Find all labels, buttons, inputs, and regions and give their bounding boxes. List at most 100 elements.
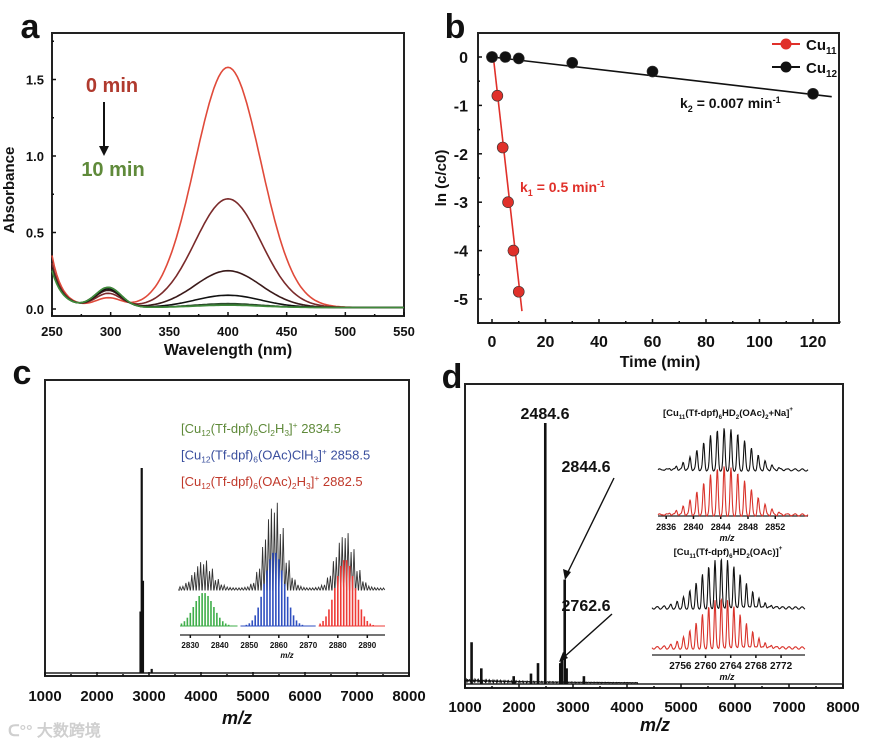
simulated-isotope-peak — [257, 607, 259, 626]
label-part: [Cu — [181, 474, 201, 489]
label-part: 2834.5 — [298, 421, 341, 436]
label-part: (Tf-dpf) — [696, 547, 729, 558]
inset-simulated-spectrum — [657, 466, 809, 517]
panel-letter-b: b — [445, 8, 466, 46]
simulated-isotope-peak — [198, 595, 200, 626]
simulated-isotope-peak — [204, 593, 206, 626]
label-part: + — [789, 406, 793, 413]
ms-peak — [558, 663, 562, 684]
simulated-isotope-peak — [245, 624, 248, 626]
label-part: 2882.5 — [319, 474, 362, 489]
label-part: (Tf-dpf) — [685, 408, 718, 419]
label-part: HD — [733, 547, 747, 558]
simulated-isotope-peak — [328, 609, 330, 626]
ms-peak — [480, 668, 483, 684]
inset-experimental-spectrum — [651, 557, 806, 610]
data-point-Cu12 — [566, 57, 579, 69]
simulated-isotope-peak — [292, 615, 295, 626]
rate-part: 1 — [528, 188, 533, 198]
peak-label-2484: 2484.6 — [521, 406, 570, 423]
inset-x-tick-label: 2760 — [694, 661, 717, 672]
simulated-isotope-peak — [219, 617, 221, 626]
label-part: 2 — [736, 414, 740, 421]
label-part: 2 — [746, 553, 750, 560]
x-tick-label: 7000 — [340, 688, 373, 705]
label-part: 2 — [765, 414, 769, 421]
simulated-isotope-peak — [201, 593, 203, 626]
label-part: 2 — [292, 481, 297, 491]
inset-x-tick-label: 2840 — [683, 522, 703, 532]
y-tick-label: -2 — [454, 147, 468, 164]
panel-letter-d: d — [442, 358, 463, 396]
simulated-isotope-peak — [278, 559, 280, 626]
ms-peak — [563, 579, 567, 684]
simulated-isotope-peak — [357, 599, 360, 626]
label-part: 3 — [314, 455, 319, 465]
inset-x-tick-label: 2764 — [720, 661, 743, 672]
label-part: 12 — [201, 428, 211, 438]
data-point-Cu12 — [486, 51, 498, 63]
rate-part: -1 — [773, 95, 781, 105]
simulated-isotope-peak — [207, 595, 209, 626]
arrow-2762-head — [559, 652, 568, 662]
data-point-Cu12 — [512, 52, 525, 65]
label-part: ] — [289, 421, 293, 436]
simulated-isotope-peak — [337, 576, 339, 626]
inset-x-tick-label: 2860 — [270, 641, 288, 650]
simulated-isotope-peak — [339, 565, 342, 626]
legend-label-sub: 11 — [826, 46, 837, 57]
simulated-isotope-peak — [269, 559, 271, 626]
ms-peak — [141, 580, 145, 673]
label-part: [Cu — [663, 408, 679, 419]
label-part: HD — [722, 408, 736, 419]
peak-label-2762: 2762.6 — [562, 598, 611, 615]
x-tick-label: 3000 — [556, 699, 589, 716]
panel-d-plot-area — [464, 383, 844, 689]
inset-x-axis-label: m/z — [719, 533, 735, 543]
inset-simulated-spectrum — [651, 597, 806, 650]
ms-peak — [536, 663, 540, 684]
label-part: 6 — [253, 481, 258, 491]
inset-x-tick-label: 2836 — [656, 522, 676, 532]
simulated-isotope-peak — [286, 596, 289, 626]
species-label-2: [Cu12(Tf-dpf)6(OAc)2H3]+ 2882.5 — [181, 473, 363, 491]
rate-constant-k1: k1 = 0.5 min-1 — [520, 179, 605, 198]
simulated-isotope-peak — [186, 617, 189, 626]
label-part: (OAc) — [739, 408, 765, 419]
inset-x-tick-label: 2870 — [299, 641, 317, 650]
simulated-isotope-peak — [216, 612, 218, 626]
label-part: 6 — [253, 455, 258, 465]
simulated-isotope-peak — [227, 624, 230, 626]
y-tick-label: 0.0 — [26, 302, 44, 317]
x-tick-label: 2000 — [502, 699, 535, 716]
rate-constant-k2: k2 = 0.007 min-1 — [680, 95, 781, 114]
x-tick-label: 2000 — [80, 688, 113, 705]
ms-peak — [560, 657, 564, 684]
label-part: 11 — [679, 414, 686, 421]
ms-peak — [139, 611, 142, 673]
y-axis-label: ln (c/c0) — [433, 150, 450, 207]
label-part: H — [297, 474, 306, 489]
inset-experimental-spectrum — [657, 428, 809, 472]
rate-part: 2 — [688, 104, 693, 114]
inset-x-tick-label: 2848 — [738, 522, 758, 532]
simulated-isotope-peak — [210, 601, 212, 626]
inset-x-tick-label: 2850 — [240, 641, 258, 650]
watermark-logo: ᑕ°° 大数跨境 — [8, 721, 101, 740]
simulated-isotope-peak — [266, 570, 268, 626]
label-part: + — [293, 420, 298, 430]
simulated-isotope-peak — [295, 620, 298, 626]
x-tick-label: 450 — [276, 324, 298, 339]
x-tick-label: 20 — [537, 334, 555, 351]
simulated-isotope-peak — [369, 623, 372, 626]
simulated-isotope-peak — [363, 616, 366, 626]
label-part: + — [322, 447, 327, 457]
legend-label-main: Cu — [806, 37, 826, 54]
legend-label-Cu11: Cu11 — [806, 37, 837, 57]
inset-x-tick-label: 2830 — [181, 641, 199, 650]
rate-part: = 0.5 min — [533, 179, 597, 195]
ms-peak — [582, 676, 586, 684]
species-label-1: [Cu12(Tf-dpf)6(OAc)ClH3]+ 2858.5 — [181, 447, 370, 465]
x-tick-label: 400 — [217, 324, 239, 339]
simulated-isotope-peak — [254, 615, 257, 626]
